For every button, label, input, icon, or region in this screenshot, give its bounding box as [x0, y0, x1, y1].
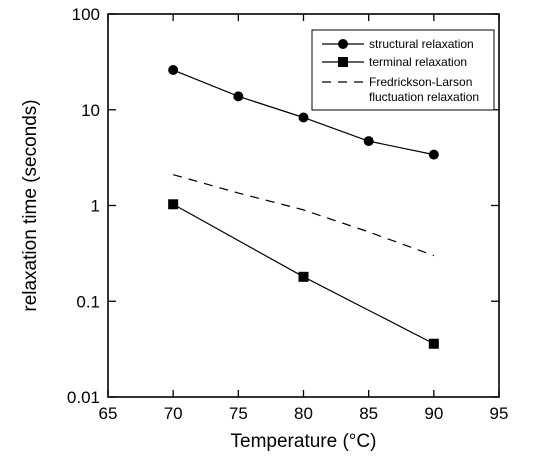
y-tick-label: 0.1 [76, 292, 100, 311]
legend: structural relaxation terminal relaxation… [311, 29, 495, 111]
legend-swatch-marker [338, 39, 348, 49]
y-tick-label: 10 [81, 101, 100, 120]
y-tick-label: 0.01 [67, 388, 100, 407]
y-axis-ticks: 0.01 0.1 1 10 100 [67, 5, 499, 407]
data-point [363, 136, 374, 147]
series-3 [173, 174, 435, 257]
x-tick-label: 75 [229, 404, 248, 423]
data-point [428, 149, 439, 160]
x-tick-label: 85 [359, 404, 378, 423]
data-point [298, 112, 309, 123]
x-tick-label: 90 [424, 404, 443, 423]
data-point [168, 65, 179, 76]
x-tick-label: 65 [99, 404, 118, 423]
x-tick-label: 70 [164, 404, 183, 423]
data-point [233, 91, 244, 102]
series-1 [168, 65, 439, 160]
x-tick-label: 80 [294, 404, 313, 423]
x-axis-title: Temperature (°C) [231, 431, 377, 452]
legend-entry-label: structural relaxation [369, 37, 474, 51]
legend-entry-label: Fredrickson-Larson [369, 75, 472, 89]
series-2 [168, 199, 439, 349]
x-axis-ticks: 65 70 75 80 85 90 95 [99, 14, 509, 423]
series-layer [168, 65, 439, 349]
x-tick-label: 95 [490, 404, 509, 423]
legend-swatch-marker [338, 57, 348, 67]
y-tick-label: 1 [91, 197, 100, 216]
legend-entry-label: fluctuation relaxation [369, 90, 479, 104]
series-line [173, 174, 435, 257]
data-point [428, 338, 439, 349]
y-axis-title: relaxation time (seconds) [20, 99, 41, 311]
legend-entry-label: terminal relaxation [369, 55, 467, 69]
y-tick-label: 100 [72, 5, 100, 24]
data-point [168, 199, 179, 210]
data-point [298, 271, 309, 282]
